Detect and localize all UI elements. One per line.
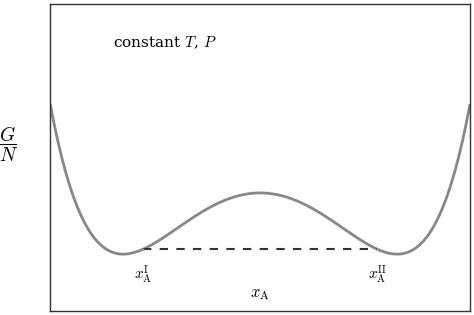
Text: $x_\mathrm{A}$: $x_\mathrm{A}$ xyxy=(250,284,270,301)
Text: $\dfrac{G}{N}$: $\dfrac{G}{N}$ xyxy=(0,125,18,164)
Text: $x^\mathrm{II}_\mathrm{A}$: $x^\mathrm{II}_\mathrm{A}$ xyxy=(368,264,387,286)
Text: $x^\mathrm{I}_\mathrm{A}$: $x^\mathrm{I}_\mathrm{A}$ xyxy=(134,264,152,286)
Text: constant $T$, $P$: constant $T$, $P$ xyxy=(113,35,217,51)
